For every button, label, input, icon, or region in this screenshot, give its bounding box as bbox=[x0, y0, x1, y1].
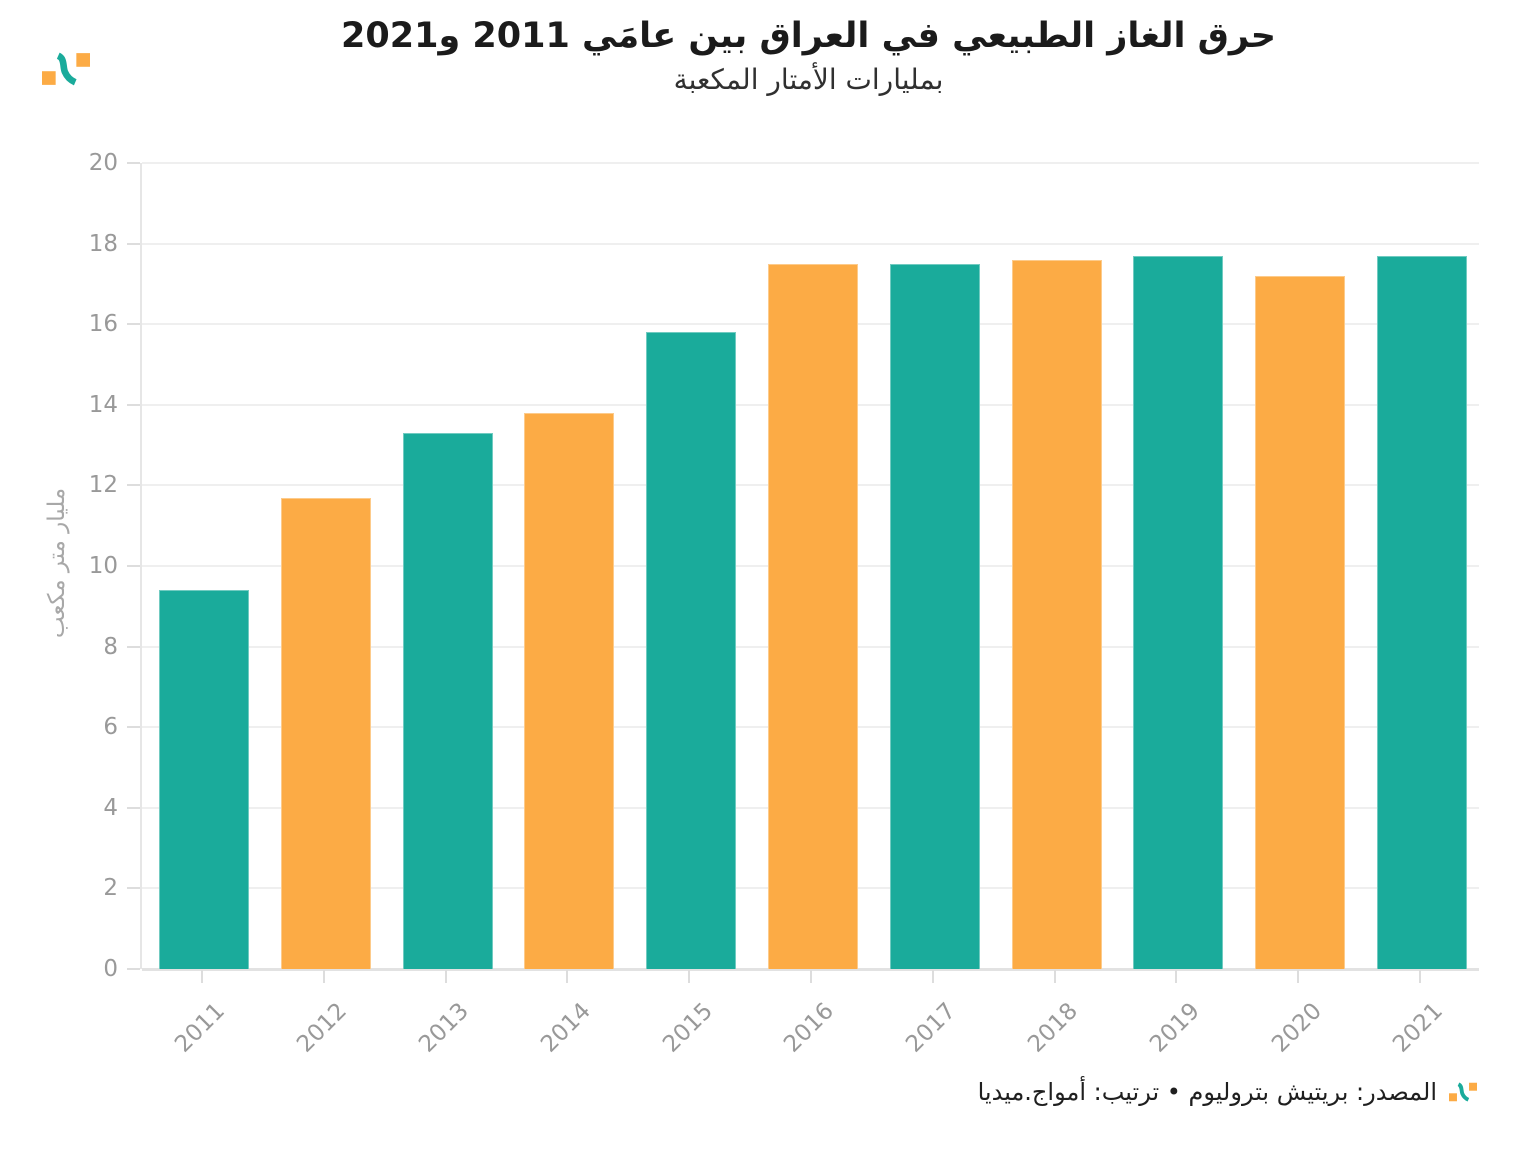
x-tick-label-2013: 2013 bbox=[414, 998, 474, 1058]
x-tick-label-2012: 2012 bbox=[292, 998, 353, 1058]
y-tick-mark-2 bbox=[127, 887, 140, 890]
y-tick-mark-10 bbox=[127, 565, 140, 567]
x-tick-label-2011: 2011 bbox=[170, 998, 231, 1058]
bar-2017 bbox=[889, 263, 980, 969]
amwaj-media-logo-small-icon bbox=[1449, 1082, 1477, 1102]
y-tick-mark-0 bbox=[127, 968, 140, 970]
y-tick-mark-16 bbox=[127, 323, 140, 326]
logo-orange-square-left bbox=[42, 71, 56, 85]
y-tick-label-6: 6 bbox=[103, 714, 118, 741]
x-tick-label-2015: 2015 bbox=[657, 998, 718, 1058]
y-tick-mark-20 bbox=[127, 162, 140, 164]
y-tick-label-20: 20 bbox=[88, 150, 118, 176]
y-tick-mark-12 bbox=[127, 484, 140, 487]
x-tick-label-2016: 2016 bbox=[779, 998, 840, 1058]
bar-2019 bbox=[1133, 255, 1224, 969]
y-tick-label-8: 8 bbox=[103, 633, 118, 660]
x-tick-mark-2011 bbox=[201, 970, 203, 983]
bar-2013 bbox=[402, 433, 493, 969]
y-tick-mark-6 bbox=[127, 726, 140, 729]
x-tick-mark-2016 bbox=[810, 970, 812, 983]
x-tick-label-2021: 2021 bbox=[1388, 998, 1449, 1058]
x-tick-label-2020: 2020 bbox=[1266, 998, 1327, 1058]
y-tick-label-14: 14 bbox=[88, 391, 118, 418]
chart-title: حرق الغاز الطبيعي في العراق بين عامَي 20… bbox=[341, 16, 1276, 56]
bar-2020 bbox=[1255, 275, 1346, 969]
bar-2016 bbox=[768, 263, 858, 969]
bar-2015 bbox=[646, 332, 737, 969]
y-tick-label-18: 18 bbox=[88, 230, 118, 257]
amwaj-media-logo-icon bbox=[42, 52, 90, 86]
bar-2012 bbox=[280, 497, 371, 969]
x-tick-mark-2021 bbox=[1419, 970, 1421, 983]
y-tick-mark-14 bbox=[127, 403, 140, 406]
x-tick-mark-2020 bbox=[1297, 970, 1300, 983]
logo-orange-square-right bbox=[76, 53, 90, 67]
bar-2014 bbox=[524, 412, 615, 969]
x-tick-label-2019: 2019 bbox=[1145, 998, 1205, 1058]
bar-2021 bbox=[1377, 255, 1467, 969]
source-text: المصدر: بريتيش بتروليوم • ترتيب: أمواج.م… bbox=[977, 1078, 1437, 1106]
x-tick-mark-2013 bbox=[444, 970, 447, 983]
bar-2018 bbox=[1011, 259, 1102, 969]
gridline-0 bbox=[142, 968, 1479, 971]
y-tick-mark-8 bbox=[127, 645, 140, 648]
gridline-18 bbox=[142, 242, 1479, 245]
x-tick-label-2018: 2018 bbox=[1023, 998, 1083, 1058]
y-tick-label-4: 4 bbox=[103, 794, 118, 821]
y-tick-label-2: 2 bbox=[103, 875, 118, 902]
x-tick-mark-2017 bbox=[931, 970, 934, 983]
x-tick-label-2014: 2014 bbox=[536, 998, 596, 1058]
chart-header: حرق الغاز الطبيعي في العراق بين عامَي 20… bbox=[140, 14, 1477, 98]
x-tick-label-2017: 2017 bbox=[901, 998, 962, 1058]
y-tick-label-10: 10 bbox=[88, 553, 118, 579]
y-tick-mark-4 bbox=[127, 806, 140, 809]
bar-2011 bbox=[159, 590, 249, 969]
x-tick-mark-2019 bbox=[1175, 970, 1178, 983]
y-tick-label-16: 16 bbox=[88, 311, 118, 338]
plot-area bbox=[140, 162, 1479, 971]
x-tick-mark-2014 bbox=[566, 970, 569, 983]
logo-teal-wave bbox=[56, 52, 77, 86]
source-line: المصدر: بريتيش بتروليوم • ترتيب: أمواج.م… bbox=[978, 1078, 1477, 1106]
x-tick-mark-2012 bbox=[322, 970, 325, 983]
y-tick-mark-18 bbox=[127, 242, 140, 245]
gridline-20 bbox=[142, 162, 1479, 164]
y-tick-label-12: 12 bbox=[88, 472, 118, 499]
x-tick-mark-2015 bbox=[688, 970, 691, 983]
x-tick-mark-2018 bbox=[1053, 970, 1056, 983]
y-tick-label-0: 0 bbox=[103, 956, 118, 982]
chart-subtitle: بمليارات الأمتار المكعبة bbox=[673, 62, 944, 96]
